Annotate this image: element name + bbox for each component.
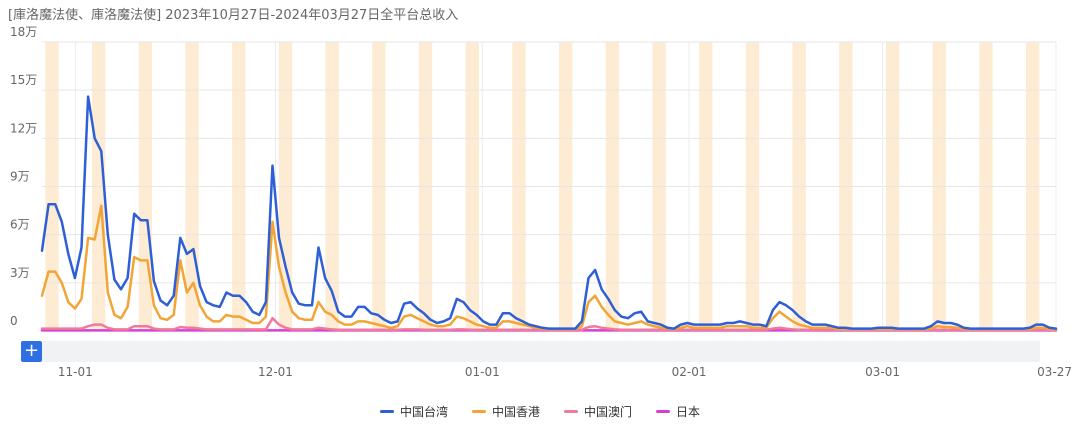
y-tick-label: 12万 bbox=[10, 121, 37, 135]
y-tick-label: 3万 bbox=[10, 266, 30, 280]
legend-item-2[interactable]: 中国澳门 bbox=[564, 403, 632, 420]
x-tick-label: 03-27 bbox=[1037, 365, 1072, 379]
y-tick-label: 9万 bbox=[10, 170, 30, 184]
legend-swatch bbox=[564, 410, 578, 413]
legend-swatch bbox=[379, 410, 394, 413]
legend-swatch bbox=[471, 410, 486, 413]
y-tick-label: 15万 bbox=[10, 73, 37, 87]
series-line-0 bbox=[40, 95, 1058, 330]
legend-label: 日本 bbox=[676, 405, 701, 419]
x-tick-label: 11-01 bbox=[58, 365, 93, 379]
legend-item-0[interactable]: 中国台湾 bbox=[379, 403, 448, 420]
legend-label: 中国台湾 bbox=[399, 405, 448, 419]
zoom-in-button[interactable]: + bbox=[21, 341, 42, 362]
x-tick-label: 02-01 bbox=[672, 365, 707, 379]
range-scrollbar[interactable] bbox=[42, 341, 1040, 362]
y-tick-label: 18万 bbox=[10, 25, 37, 39]
x-tick-label: 03-01 bbox=[865, 365, 900, 379]
legend-label: 中国澳门 bbox=[584, 405, 633, 419]
legend-item-3[interactable]: 日本 bbox=[656, 403, 700, 420]
y-tick-label: 6万 bbox=[10, 218, 30, 232]
chart-title: [庫洛魔法使、庫洛魔法使] 2023年10月27日-2024年03月27日全平台… bbox=[8, 8, 459, 23]
x-tick-label: 12-01 bbox=[258, 365, 293, 379]
y-tick-label: 0 bbox=[10, 314, 18, 328]
x-axis-ticks: 11-01 12-01 01-01 02-01 03-01 03-27 bbox=[58, 365, 1072, 379]
line-chart: 0 3万 6万 9万 12万 15万 18万 11-01 12-01 01-01 02-01 03-… bbox=[10, 25, 1072, 379]
series-lines bbox=[40, 95, 1058, 332]
x-tick-label: 01-01 bbox=[465, 365, 500, 379]
legend-label: 中国香港 bbox=[491, 405, 540, 419]
legend: 中国台湾 中国香港 中国澳门 日本 bbox=[0, 403, 1080, 420]
legend-swatch bbox=[656, 410, 671, 413]
y-axis-ticks: 0 3万 6万 9万 12万 15万 18万 bbox=[10, 25, 37, 328]
legend-item-1[interactable]: 中国香港 bbox=[471, 403, 540, 420]
